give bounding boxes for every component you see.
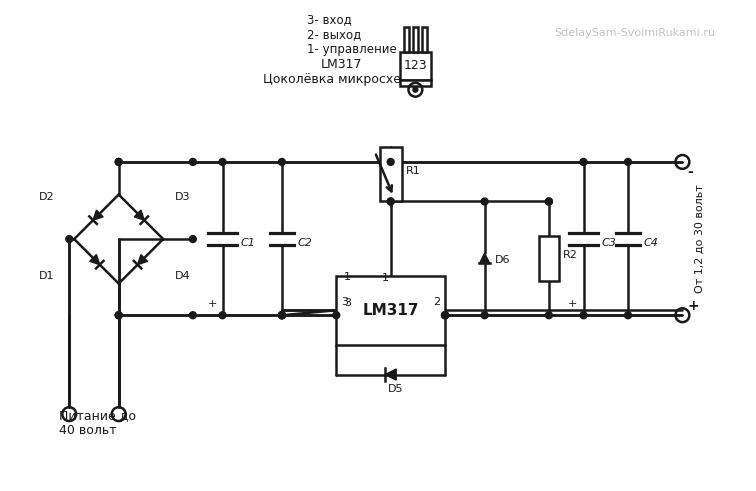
Circle shape xyxy=(333,312,339,319)
Text: От 1,2 до 30 вольт: От 1,2 до 30 вольт xyxy=(694,184,705,293)
Text: Цоколёвка микросхемы: Цоколёвка микросхемы xyxy=(262,73,420,86)
Circle shape xyxy=(387,159,394,165)
Text: D2: D2 xyxy=(39,191,54,201)
Text: 2: 2 xyxy=(433,298,440,307)
FancyBboxPatch shape xyxy=(422,27,426,52)
Text: +: + xyxy=(687,300,699,313)
Circle shape xyxy=(481,312,488,319)
Circle shape xyxy=(545,312,553,319)
Text: 1- управление: 1- управление xyxy=(307,43,396,56)
FancyBboxPatch shape xyxy=(400,52,431,80)
Text: LM317: LM317 xyxy=(321,58,362,71)
Text: C1: C1 xyxy=(240,239,256,248)
Circle shape xyxy=(115,159,122,165)
Polygon shape xyxy=(93,210,103,220)
Circle shape xyxy=(278,312,285,319)
Circle shape xyxy=(115,159,122,165)
FancyBboxPatch shape xyxy=(336,275,445,345)
Polygon shape xyxy=(385,369,396,380)
Text: 1: 1 xyxy=(383,273,389,283)
Text: 3: 3 xyxy=(341,298,349,307)
Text: +: + xyxy=(208,300,218,309)
Circle shape xyxy=(624,159,631,165)
Polygon shape xyxy=(138,255,147,265)
Text: 2- выход: 2- выход xyxy=(307,28,361,41)
Polygon shape xyxy=(90,255,100,265)
Circle shape xyxy=(190,159,197,165)
Circle shape xyxy=(66,236,73,243)
Polygon shape xyxy=(479,253,490,264)
Text: 123: 123 xyxy=(404,59,427,73)
FancyBboxPatch shape xyxy=(413,27,418,52)
Text: D1: D1 xyxy=(39,271,54,281)
Circle shape xyxy=(580,312,587,319)
Circle shape xyxy=(442,312,448,319)
Circle shape xyxy=(278,312,285,319)
Circle shape xyxy=(624,312,631,319)
Text: SdelaySam-SvoimiRukami.ru: SdelaySam-SvoimiRukami.ru xyxy=(554,28,715,38)
Text: D5: D5 xyxy=(388,384,404,394)
Circle shape xyxy=(545,198,553,205)
Text: R2: R2 xyxy=(562,250,578,260)
Circle shape xyxy=(278,312,285,319)
FancyBboxPatch shape xyxy=(539,236,559,281)
Circle shape xyxy=(413,87,418,92)
Text: 1: 1 xyxy=(344,272,352,282)
Text: 3: 3 xyxy=(344,299,352,308)
Circle shape xyxy=(442,312,448,319)
Circle shape xyxy=(190,312,197,319)
Circle shape xyxy=(387,198,394,205)
Circle shape xyxy=(115,312,122,319)
Text: LM317: LM317 xyxy=(362,303,419,318)
FancyBboxPatch shape xyxy=(380,147,401,201)
Polygon shape xyxy=(135,210,144,220)
Text: D4: D4 xyxy=(175,271,191,281)
Text: Питание до
40 вольт: Питание до 40 вольт xyxy=(59,409,136,437)
Circle shape xyxy=(278,159,285,165)
Circle shape xyxy=(481,198,488,205)
Circle shape xyxy=(278,312,285,319)
FancyBboxPatch shape xyxy=(404,27,409,52)
Text: C2: C2 xyxy=(298,239,312,248)
Text: C3: C3 xyxy=(601,239,616,248)
Circle shape xyxy=(219,312,226,319)
Circle shape xyxy=(190,236,197,243)
Circle shape xyxy=(387,198,394,205)
Circle shape xyxy=(442,312,448,319)
Circle shape xyxy=(545,198,553,205)
Circle shape xyxy=(115,312,122,319)
Circle shape xyxy=(219,159,226,165)
Text: D6: D6 xyxy=(494,255,510,265)
Text: +: + xyxy=(569,300,578,309)
FancyBboxPatch shape xyxy=(400,80,431,86)
Text: D3: D3 xyxy=(175,191,191,201)
Text: -: - xyxy=(687,165,693,179)
Text: R1: R1 xyxy=(405,166,420,176)
Text: 3- вход: 3- вход xyxy=(307,13,352,27)
Text: C4: C4 xyxy=(644,239,658,248)
Circle shape xyxy=(580,159,587,165)
